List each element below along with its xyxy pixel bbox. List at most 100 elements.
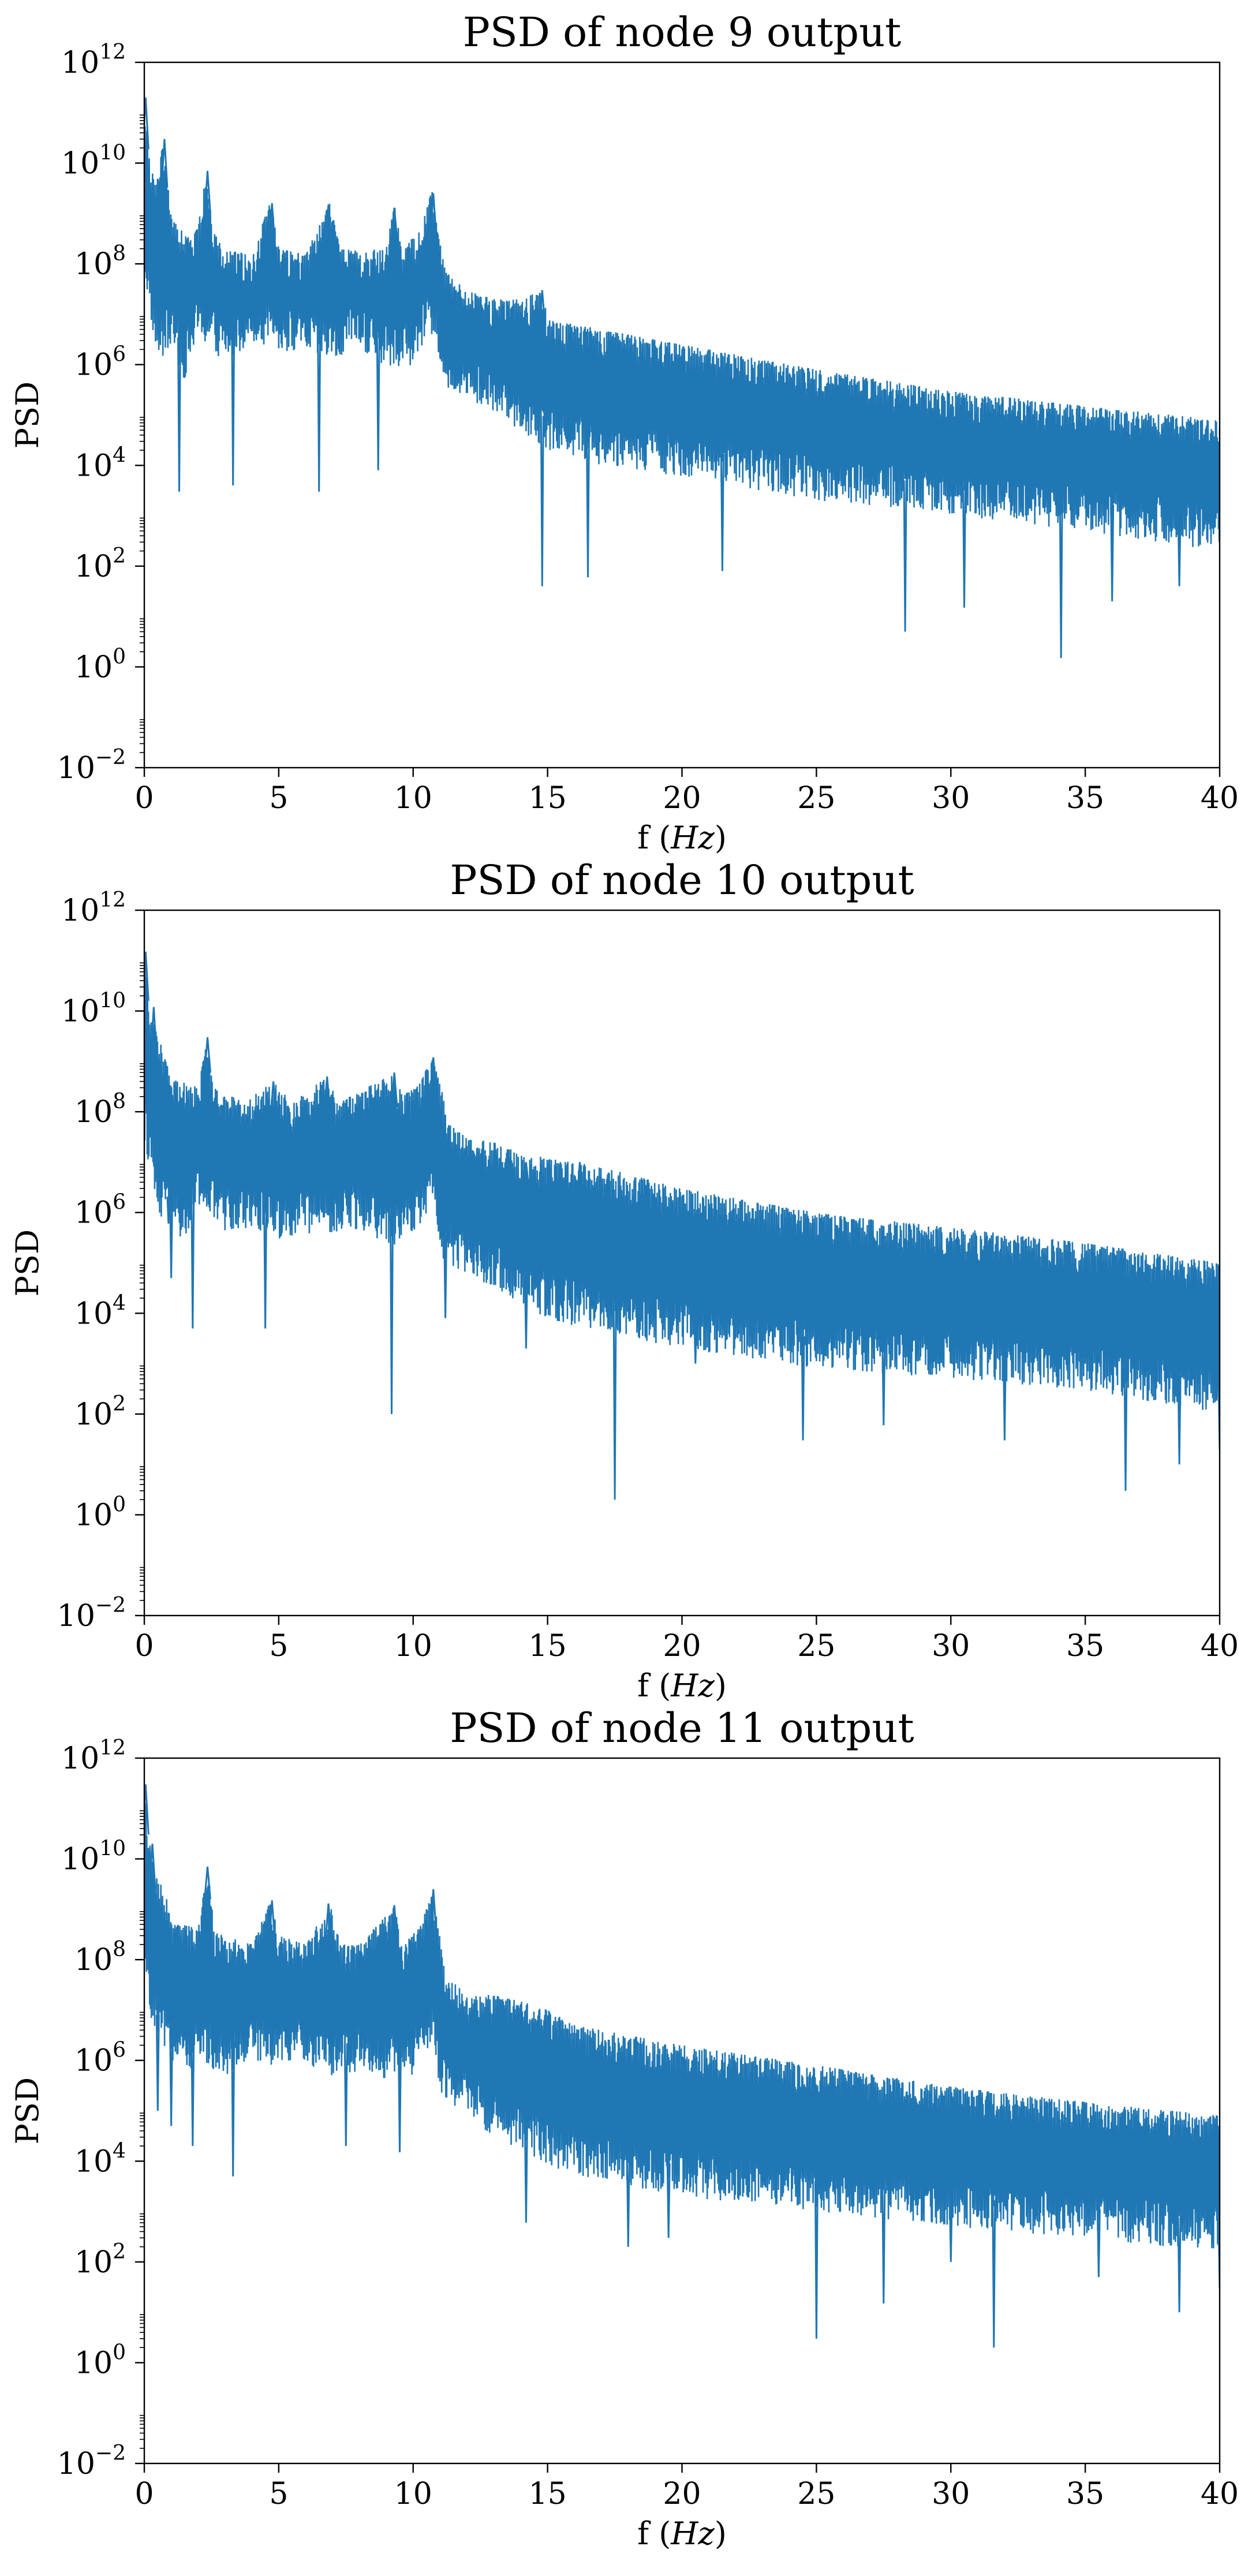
psd-dip (666, 2163, 671, 2238)
psd-peak (160, 139, 169, 188)
psd-dip (720, 453, 724, 571)
y-tick-label: 1010 (61, 141, 126, 181)
y-tick-label: 1012 (61, 40, 126, 80)
psd-dip (177, 337, 181, 492)
psd-dip (948, 2196, 953, 2262)
psd-dip (231, 327, 236, 486)
x-tick-label: 10 (394, 2477, 432, 2511)
x-tick-label: 0 (134, 2477, 154, 2511)
psd-peak (204, 1866, 211, 1900)
psd-dip (992, 2200, 996, 2348)
psd-peak (538, 290, 546, 326)
psd-peak (204, 1037, 211, 1073)
y-tick-label: 108 (74, 242, 126, 282)
psd-dip (317, 330, 322, 492)
x-axis-label: f (Hz) (637, 1668, 727, 1704)
psd-peak (429, 193, 438, 235)
y-tick-label: 1010 (61, 1837, 126, 1877)
psd-dip (1123, 1367, 1128, 1491)
psd-peak (144, 951, 150, 1001)
chart-panel-3: PSD of node 11 output 0 5 10 15 20 25 30 35 40 101… (9, 1704, 1239, 2552)
psd-peak (270, 1081, 278, 1117)
psd-peak (323, 1076, 331, 1112)
psd-dip (524, 1277, 528, 1349)
x-tick-label: 35 (1066, 1629, 1104, 1663)
psd-dip (1002, 1353, 1007, 1441)
y-tick-label: 10−2 (57, 2442, 126, 2481)
psd-peak (148, 1844, 156, 1889)
x-tick-label: 10 (394, 1629, 432, 1663)
x-axis-label: f (Hz) (637, 2515, 727, 2552)
psd-dip (962, 487, 966, 608)
y-tick-label: 104 (74, 443, 126, 483)
y-tick-label: 108 (74, 1938, 126, 1977)
chart-title: PSD of node 10 output (450, 857, 914, 904)
psd-dip (524, 2125, 528, 2223)
psd-series-line (144, 962, 1220, 1410)
y-tick-label: 10−2 (57, 746, 126, 786)
y-tick-label: 106 (74, 343, 126, 383)
psd-dip (1177, 1376, 1182, 1465)
y-axis-label: PSD (9, 1229, 46, 1297)
chart-panel-2: PSD of node 10 output 0 5 10 15 20 25 30 35 40 101… (9, 857, 1239, 1704)
psd-dip (190, 2036, 195, 2147)
y-tick-label: 1012 (61, 888, 126, 928)
psd-peak (517, 2004, 525, 2037)
psd-series-line (144, 115, 1220, 547)
x-tick-label: 30 (932, 781, 970, 816)
psd-dip (376, 333, 380, 470)
y-tick-label: 100 (74, 645, 126, 685)
psd-dip (540, 416, 544, 586)
x-tick-label: 20 (663, 1629, 701, 1663)
psd-dip (1110, 504, 1115, 601)
x-tick-label: 0 (134, 1629, 154, 1663)
psd-dip (169, 2030, 174, 2126)
x-tick-label: 25 (797, 1629, 835, 1663)
y-tick-label: 10−2 (57, 1594, 126, 1633)
psd-dip (1177, 2218, 1182, 2313)
x-tick-label: 5 (269, 781, 288, 816)
x-tick-label: 5 (269, 1629, 288, 1663)
psd-dip (801, 1336, 805, 1441)
psd-dip (881, 1343, 886, 1426)
x-axis-label: f (Hz) (637, 820, 727, 856)
x-tick-label: 0 (134, 781, 154, 816)
y-tick-label: 1010 (61, 989, 126, 1029)
psd-peak (204, 171, 211, 215)
psd-peak (324, 204, 332, 242)
x-tick-label: 25 (797, 2477, 835, 2511)
psd-dip (1217, 2223, 1220, 2289)
psd-peak (268, 1900, 276, 1942)
psd-peak (576, 1162, 584, 1199)
y-tick-label: 104 (74, 2139, 126, 2179)
x-tick-label: 5 (269, 2477, 288, 2511)
y-tick-label: 100 (74, 1493, 126, 1532)
y-tick-label: 108 (74, 1090, 126, 1130)
psd-dip (190, 1196, 195, 1329)
psd-dip (1096, 2209, 1101, 2278)
psd-dip (626, 2156, 630, 2247)
y-axis-label: PSD (9, 2077, 46, 2145)
x-tick-label: 30 (932, 2477, 970, 2511)
psd-peak (150, 1007, 158, 1055)
psd-peak (390, 207, 398, 240)
chart-panel-1: PSD of node 9 output 0 5 10 15 20 25 30 35 40 1012… (9, 9, 1239, 856)
psd-dip (155, 2015, 160, 2111)
psd-peak (429, 1057, 438, 1096)
psd-peak (522, 1162, 530, 1190)
psd-peak (144, 97, 150, 149)
psd-dip (1059, 498, 1063, 659)
x-tick-label: 40 (1201, 781, 1239, 816)
y-tick-label: 102 (74, 544, 126, 584)
y-tick-label: 102 (74, 2240, 126, 2280)
psd-dip (343, 2043, 348, 2147)
x-tick-label: 35 (1066, 781, 1104, 816)
psd-dip (693, 1320, 698, 1364)
chart-title: PSD of node 11 output (450, 1704, 914, 1752)
x-tick-label: 35 (1066, 2477, 1104, 2511)
chart-title: PSD of node 9 output (463, 9, 902, 56)
psd-dip (263, 1203, 268, 1329)
x-tick-label: 25 (797, 781, 835, 816)
x-tick-label: 15 (529, 1629, 567, 1663)
